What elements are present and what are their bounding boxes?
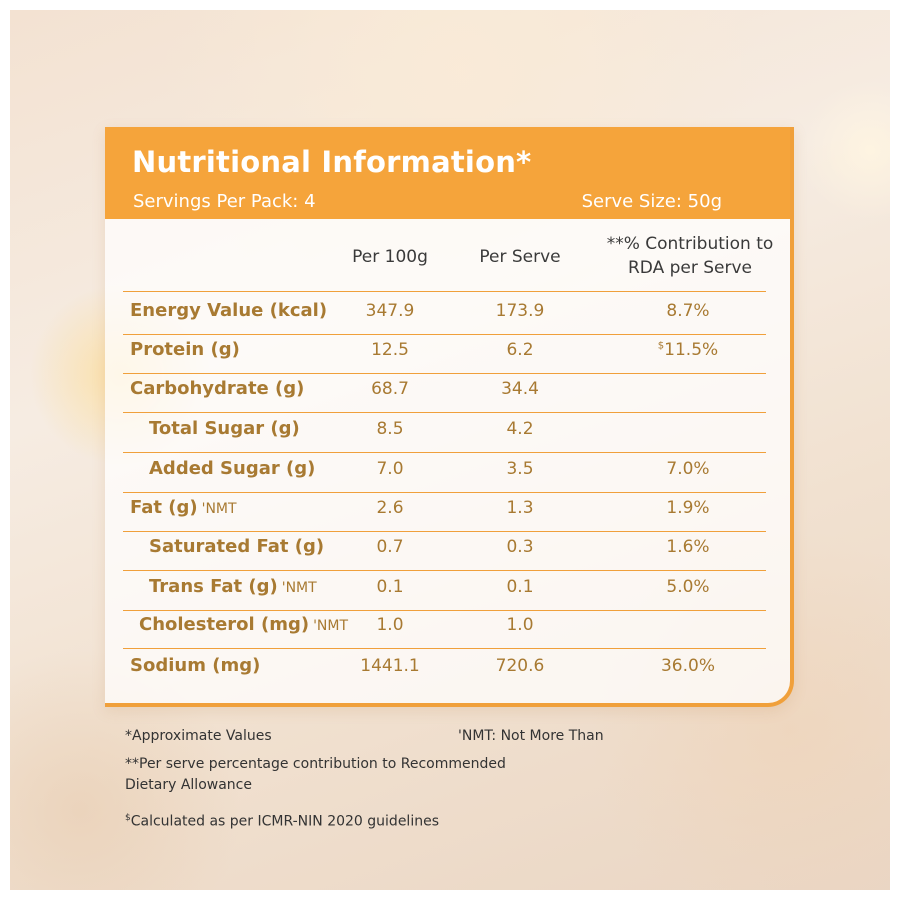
cell-per100: 68.7 [371, 379, 409, 399]
cell-per100: 8.5 [376, 419, 404, 439]
rda-value: 1.9% [666, 498, 710, 518]
row-label: Sodium (mg) [130, 655, 260, 676]
row-label-text: Carbohydrate (g) [130, 378, 305, 399]
row-divider [123, 412, 766, 413]
table-divider [123, 291, 766, 292]
nmt-marker: 'NMT [281, 580, 317, 596]
cell-per-serve: 4.2 [506, 419, 534, 439]
row-divider [123, 610, 766, 611]
row-label-text: Added Sugar (g) [149, 458, 316, 479]
row-label: Carbohydrate (g) [130, 378, 304, 399]
cell-per100: 2.6 [376, 498, 404, 518]
footnote-rda-line2: Dietary Allowance [125, 777, 252, 793]
servings-per-pack: Servings Per Pack: 4 [133, 191, 316, 212]
row-label: Protein (g) [130, 339, 240, 360]
row-label-text: Energy Value (kcal) [130, 300, 328, 321]
cell-per-serve: 0.3 [506, 537, 534, 557]
footnote-calc-prefix: $ [125, 813, 131, 823]
panel-title: Nutritional Information* [132, 145, 532, 179]
row-label-text: Sodium (mg) [130, 655, 261, 676]
col-head-rda-line2: RDA per Serve [627, 258, 753, 278]
cell-rda: 1.6% [633, 537, 743, 557]
row-divider [123, 648, 766, 649]
cell-per-serve: 34.4 [501, 379, 539, 399]
rda-prefix: $ [657, 340, 665, 352]
cell-per100: 0.7 [376, 537, 404, 557]
cell-per-serve: 3.5 [506, 459, 534, 479]
row-label: Added Sugar (g) [149, 458, 315, 479]
cell-per100: 1.0 [376, 615, 404, 635]
cell-per100: 1441.1 [360, 656, 420, 676]
cell-per-serve: 173.9 [495, 301, 545, 321]
row-divider [123, 373, 766, 374]
cell-per-serve: 1.3 [506, 498, 534, 518]
row-label-text: Cholesterol (mg) [139, 614, 310, 635]
cell-rda: 5.0% [633, 577, 743, 597]
col-head-rda-line1: **% Contribution to [606, 234, 774, 254]
row-divider [123, 334, 766, 335]
cell-rda: 36.0% [633, 656, 743, 676]
nmt-marker: 'NMT [313, 618, 349, 634]
footnote-rda-line1: **Per serve percentage contribution to R… [125, 756, 506, 772]
col-head-per100: Per 100g [352, 247, 428, 267]
cell-per-serve: 6.2 [506, 340, 534, 360]
row-divider [123, 492, 766, 493]
footnote-calc: $Calculated as per ICMR-NIN 2020 guideli… [125, 808, 439, 833]
row-divider [123, 531, 766, 532]
row-divider [123, 570, 766, 571]
cell-rda: 1.9% [633, 498, 743, 518]
nutrition-panel: Nutritional Information* Servings Per Pa… [105, 127, 794, 707]
cell-per-serve: 720.6 [495, 656, 545, 676]
cell-per100: 12.5 [371, 340, 409, 360]
cell-rda: 8.7% [633, 301, 743, 321]
serve-size: Serve Size: 50g [581, 191, 722, 212]
row-label: Energy Value (kcal) [130, 300, 327, 321]
footnote-calc-text: Calculated as per ICMR-NIN 2020 guidelin… [130, 813, 439, 830]
cell-rda: 7.0% [633, 459, 743, 479]
row-label-text: Saturated Fat (g) [149, 536, 325, 557]
rda-value: 5.0% [666, 577, 710, 597]
footnote-nmt: 'NMT: Not More Than [458, 728, 604, 744]
rda-value: 8.7% [666, 301, 710, 321]
nmt-marker: 'NMT [201, 501, 237, 517]
col-head-per-serve: Per Serve [479, 247, 561, 267]
row-divider [123, 452, 766, 453]
cell-per100: 0.1 [376, 577, 404, 597]
cell-rda: $11.5% [633, 340, 743, 360]
row-label: Fat (g) 'NMT [130, 497, 237, 518]
panel-header: Nutritional Information* Servings Per Pa… [105, 127, 790, 219]
row-label: Trans Fat (g) 'NMT [149, 576, 317, 597]
footnote-rda: **Per serve percentage contribution to R… [125, 754, 506, 796]
row-label-text: Protein (g) [130, 339, 240, 360]
rda-value: 1.6% [666, 537, 710, 557]
rda-value: 11.5% [664, 340, 719, 360]
row-label: Total Sugar (g) [149, 418, 300, 439]
row-label: Cholesterol (mg) 'NMT [139, 614, 348, 635]
row-label: Saturated Fat (g) [149, 536, 324, 557]
rda-value: 36.0% [660, 656, 715, 676]
cell-per100: 7.0 [376, 459, 404, 479]
row-label-text: Trans Fat (g) [149, 576, 278, 597]
row-label-text: Fat (g) [130, 497, 198, 518]
footnote-approx: *Approximate Values [125, 728, 272, 744]
row-label-text: Total Sugar (g) [149, 418, 300, 439]
rda-value: 7.0% [666, 459, 710, 479]
cell-per100: 347.9 [365, 301, 415, 321]
col-head-rda: **% Contribution to RDA per Serve [580, 232, 800, 280]
cell-per-serve: 0.1 [506, 577, 534, 597]
cell-per-serve: 1.0 [506, 615, 534, 635]
